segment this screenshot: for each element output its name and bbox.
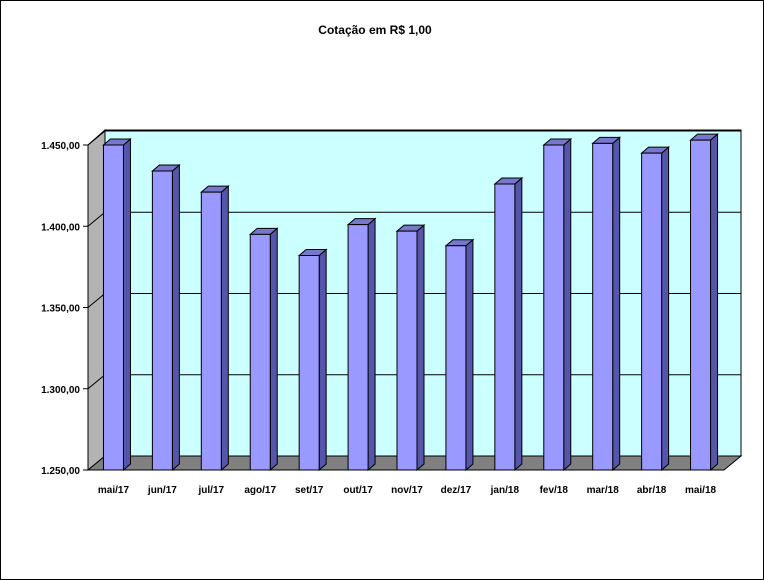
y-tick-label: 1.350,00 xyxy=(41,304,80,315)
y-tick-label: 1.250,00 xyxy=(41,466,80,477)
x-tick-label: fev/18 xyxy=(540,485,569,496)
bar-side-mar/18 xyxy=(612,136,621,472)
x-tick-label: jul/17 xyxy=(198,485,225,496)
bar-nov/17 xyxy=(396,230,418,471)
y-tick-label: 1.450,00 xyxy=(41,141,80,152)
y-tick-label: 1.400,00 xyxy=(41,222,80,233)
x-tick-label: abr/18 xyxy=(637,485,667,496)
x-tick-label: mai/17 xyxy=(98,485,130,496)
bar-side-ago/17 xyxy=(269,227,278,472)
bar-side-abr/18 xyxy=(661,146,670,472)
bar-out/17 xyxy=(347,224,369,471)
bar-fev/18 xyxy=(543,144,565,471)
x-tick-label: jun/17 xyxy=(147,485,177,496)
x-tick-label: nov/17 xyxy=(391,485,423,496)
bar-ago/17 xyxy=(249,233,271,471)
bar-abr/18 xyxy=(641,152,663,471)
bar-mai/17 xyxy=(102,144,124,471)
bar-mai/18 xyxy=(690,139,712,471)
x-tick-label: ago/17 xyxy=(244,485,276,496)
x-tick-label: set/17 xyxy=(295,485,324,496)
bar-side-jan/18 xyxy=(514,176,523,472)
bar-side-mai/17 xyxy=(122,137,131,472)
bar-jan/18 xyxy=(494,183,516,471)
bar-dez/17 xyxy=(445,245,467,471)
bar-side-dez/17 xyxy=(465,238,474,472)
x-tick-label: out/17 xyxy=(343,485,373,496)
chart-title: Cotação em R$ 1,00 xyxy=(318,23,432,37)
bar-side-fev/18 xyxy=(563,137,572,472)
bar-mar/18 xyxy=(592,142,614,471)
bar-side-jul/17 xyxy=(220,185,229,472)
bar-side-out/17 xyxy=(367,217,376,472)
x-tick-label: mar/18 xyxy=(587,485,620,496)
bar-jun/17 xyxy=(151,170,173,471)
x-tick-label: dez/17 xyxy=(441,485,472,496)
bar-jul/17 xyxy=(200,191,222,471)
y-tick-label: 1.300,00 xyxy=(41,385,80,396)
gridline xyxy=(87,130,741,146)
bar-side-nov/17 xyxy=(416,224,425,472)
x-tick-label: jan/18 xyxy=(490,485,520,496)
bar-side-jun/17 xyxy=(171,163,180,472)
bar-side-set/17 xyxy=(318,248,327,472)
bar-side-mai/18 xyxy=(710,133,719,472)
bar-set/17 xyxy=(298,255,320,471)
x-tick-label: mai/18 xyxy=(685,485,717,496)
